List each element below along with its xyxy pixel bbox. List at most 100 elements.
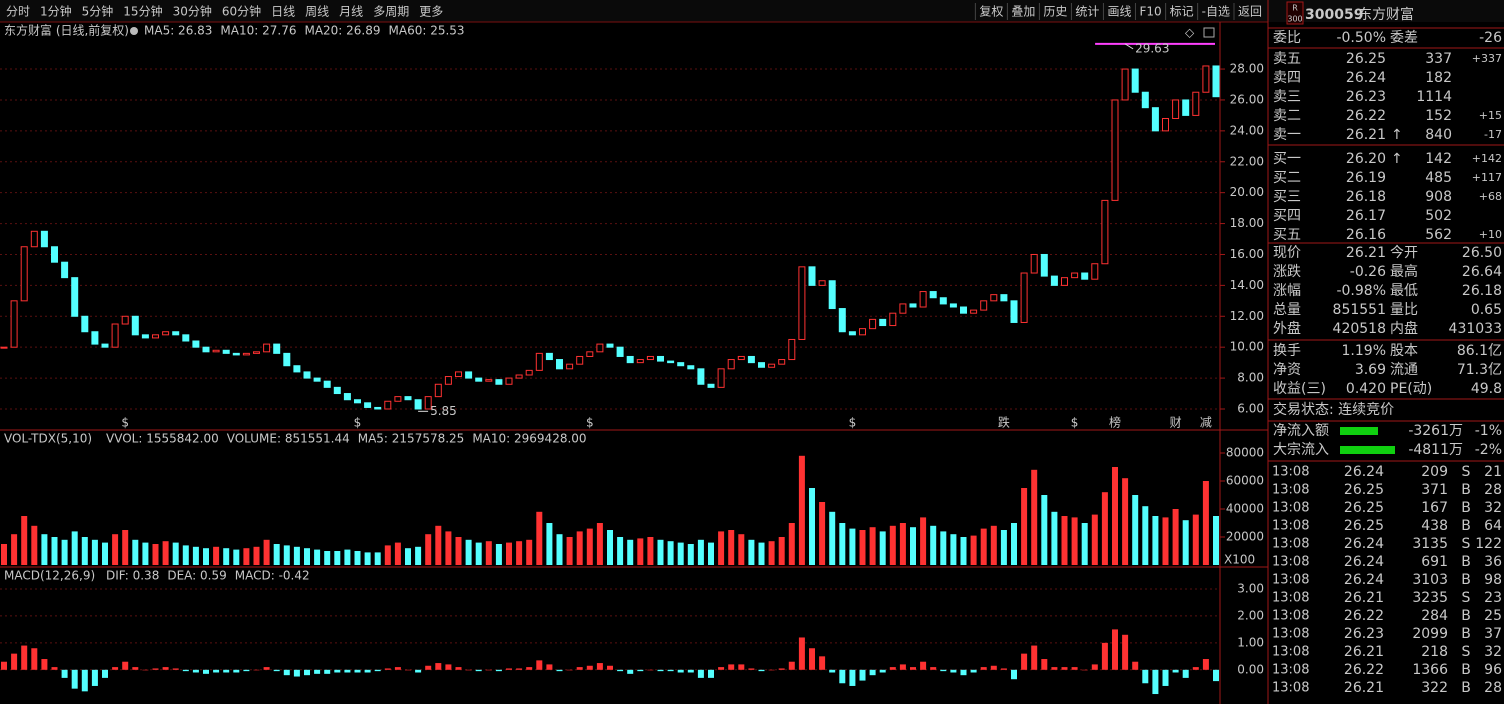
- toolbar-button[interactable]: 统计: [1075, 5, 1099, 19]
- macd-bar: [920, 661, 927, 670]
- y-tick-label: 80000: [1226, 446, 1264, 460]
- period-tab[interactable]: 60分钟: [222, 4, 261, 19]
- volume-bar: [869, 527, 876, 565]
- period-tab[interactable]: 日线: [271, 5, 295, 19]
- y-tick-label: 26.00: [1230, 92, 1264, 106]
- flow-pct: -1%: [1475, 423, 1502, 439]
- period-tab[interactable]: 分时: [6, 5, 30, 19]
- stat-label: 量比: [1390, 302, 1418, 318]
- macd-bar: [536, 660, 543, 670]
- tick-price: 26.23: [1344, 626, 1384, 642]
- period-tab[interactable]: 月线: [339, 5, 363, 19]
- tick-time: 13:08: [1272, 627, 1309, 642]
- volume-bar: [485, 541, 492, 565]
- event-marker[interactable]: 榜: [1109, 415, 1121, 430]
- event-marker[interactable]: $: [849, 416, 857, 430]
- period-tab[interactable]: 周线: [305, 5, 329, 19]
- quote-value: -0.50%: [1336, 30, 1386, 46]
- macd-bar: [71, 669, 78, 689]
- event-marker[interactable]: $: [354, 416, 362, 430]
- candle: [848, 331, 856, 336]
- trade-status: 交易状态: 连续竞价: [1273, 401, 1394, 418]
- stat-value: -0.98%: [1336, 283, 1386, 299]
- macd-bar: [869, 669, 876, 676]
- toolbar-button[interactable]: 复权: [979, 5, 1003, 19]
- macd-bar: [1132, 661, 1139, 670]
- y-tick-label: 18.00: [1230, 216, 1264, 230]
- event-marker[interactable]: 减: [1200, 416, 1212, 430]
- event-marker[interactable]: $: [586, 416, 594, 430]
- period-tab[interactable]: 5分钟: [82, 4, 114, 19]
- book-change: -17: [1484, 128, 1502, 141]
- book-change: +68: [1479, 190, 1502, 203]
- tick-volume: 691: [1421, 554, 1448, 570]
- volume-bar: [1112, 467, 1118, 565]
- volume-bar: [990, 525, 997, 565]
- event-marker[interactable]: 跌: [998, 415, 1010, 430]
- flow-pct: -2%: [1475, 442, 1502, 458]
- candle: [1000, 294, 1008, 302]
- book-volume: 908: [1425, 189, 1452, 205]
- volume-bar: [344, 549, 351, 565]
- ma-label: MA10: 27.76: [220, 24, 296, 38]
- volume-bar: [647, 537, 654, 565]
- toolbar-button[interactable]: -自选: [1202, 5, 1230, 19]
- volume-bar: [142, 542, 149, 565]
- macd-bar: [435, 663, 442, 670]
- candle: [1020, 272, 1028, 323]
- volume-bar: [51, 537, 58, 565]
- volume-bar: [708, 542, 714, 565]
- volume-bar: [879, 531, 886, 565]
- toolbar-button[interactable]: 叠加: [1011, 5, 1035, 19]
- toolbar-button[interactable]: 返回: [1238, 5, 1262, 19]
- period-tab[interactable]: 更多: [419, 5, 443, 19]
- macd-bar: [899, 664, 906, 670]
- candle: [1071, 272, 1079, 279]
- quote-label: 委比: [1273, 30, 1301, 46]
- flow-label: 净流入额: [1273, 423, 1329, 439]
- tick-count: 28: [1484, 482, 1502, 498]
- candle: [323, 380, 331, 388]
- candle: [1121, 68, 1129, 101]
- macd-bar: [546, 664, 553, 670]
- candle: [758, 362, 765, 368]
- candle: [242, 352, 250, 356]
- event-marker[interactable]: 财: [1170, 416, 1182, 430]
- stat-label: 最高: [1390, 263, 1418, 280]
- macd-bar: [596, 663, 603, 670]
- period-tab[interactable]: 多周期: [373, 5, 409, 19]
- candle: [424, 396, 432, 410]
- volume-bar: [607, 530, 613, 565]
- candle: [333, 386, 341, 395]
- volume-bar: [314, 549, 321, 565]
- macd-bar: [455, 667, 462, 670]
- toolbar-button[interactable]: 画线: [1107, 5, 1131, 19]
- candle: [717, 368, 725, 388]
- tick-price: 26.21: [1344, 680, 1384, 696]
- macd-bar: [1112, 629, 1118, 670]
- period-tab[interactable]: 1分钟: [40, 4, 72, 19]
- volume-bar: [1011, 523, 1017, 565]
- macd-bar: [425, 665, 432, 670]
- tick-volume: 3135: [1412, 536, 1448, 552]
- toolbar-button[interactable]: 历史: [1043, 5, 1067, 19]
- period-tab[interactable]: 30分钟: [173, 4, 212, 19]
- toolbar-button[interactable]: F10: [1139, 5, 1161, 19]
- macd-bar: [728, 664, 735, 670]
- candle: [1192, 91, 1200, 116]
- macd-bar: [829, 669, 836, 673]
- candle: [232, 352, 240, 356]
- period-tab[interactable]: 15分钟: [123, 4, 162, 19]
- y-tick-label: 20000: [1226, 530, 1264, 544]
- macd-bar: [819, 656, 826, 670]
- event-marker[interactable]: $: [1071, 416, 1079, 430]
- stat-value: 86.1亿: [1457, 343, 1502, 359]
- macd-bar: [1142, 669, 1149, 684]
- candle: [1182, 99, 1190, 116]
- candle: [152, 334, 159, 339]
- macd-bar: [718, 667, 725, 670]
- settings-dot[interactable]: [130, 27, 138, 35]
- y-tick-label: 1.00: [1237, 635, 1264, 649]
- event-marker[interactable]: $: [121, 416, 129, 430]
- toolbar-button[interactable]: 标记: [1170, 5, 1194, 19]
